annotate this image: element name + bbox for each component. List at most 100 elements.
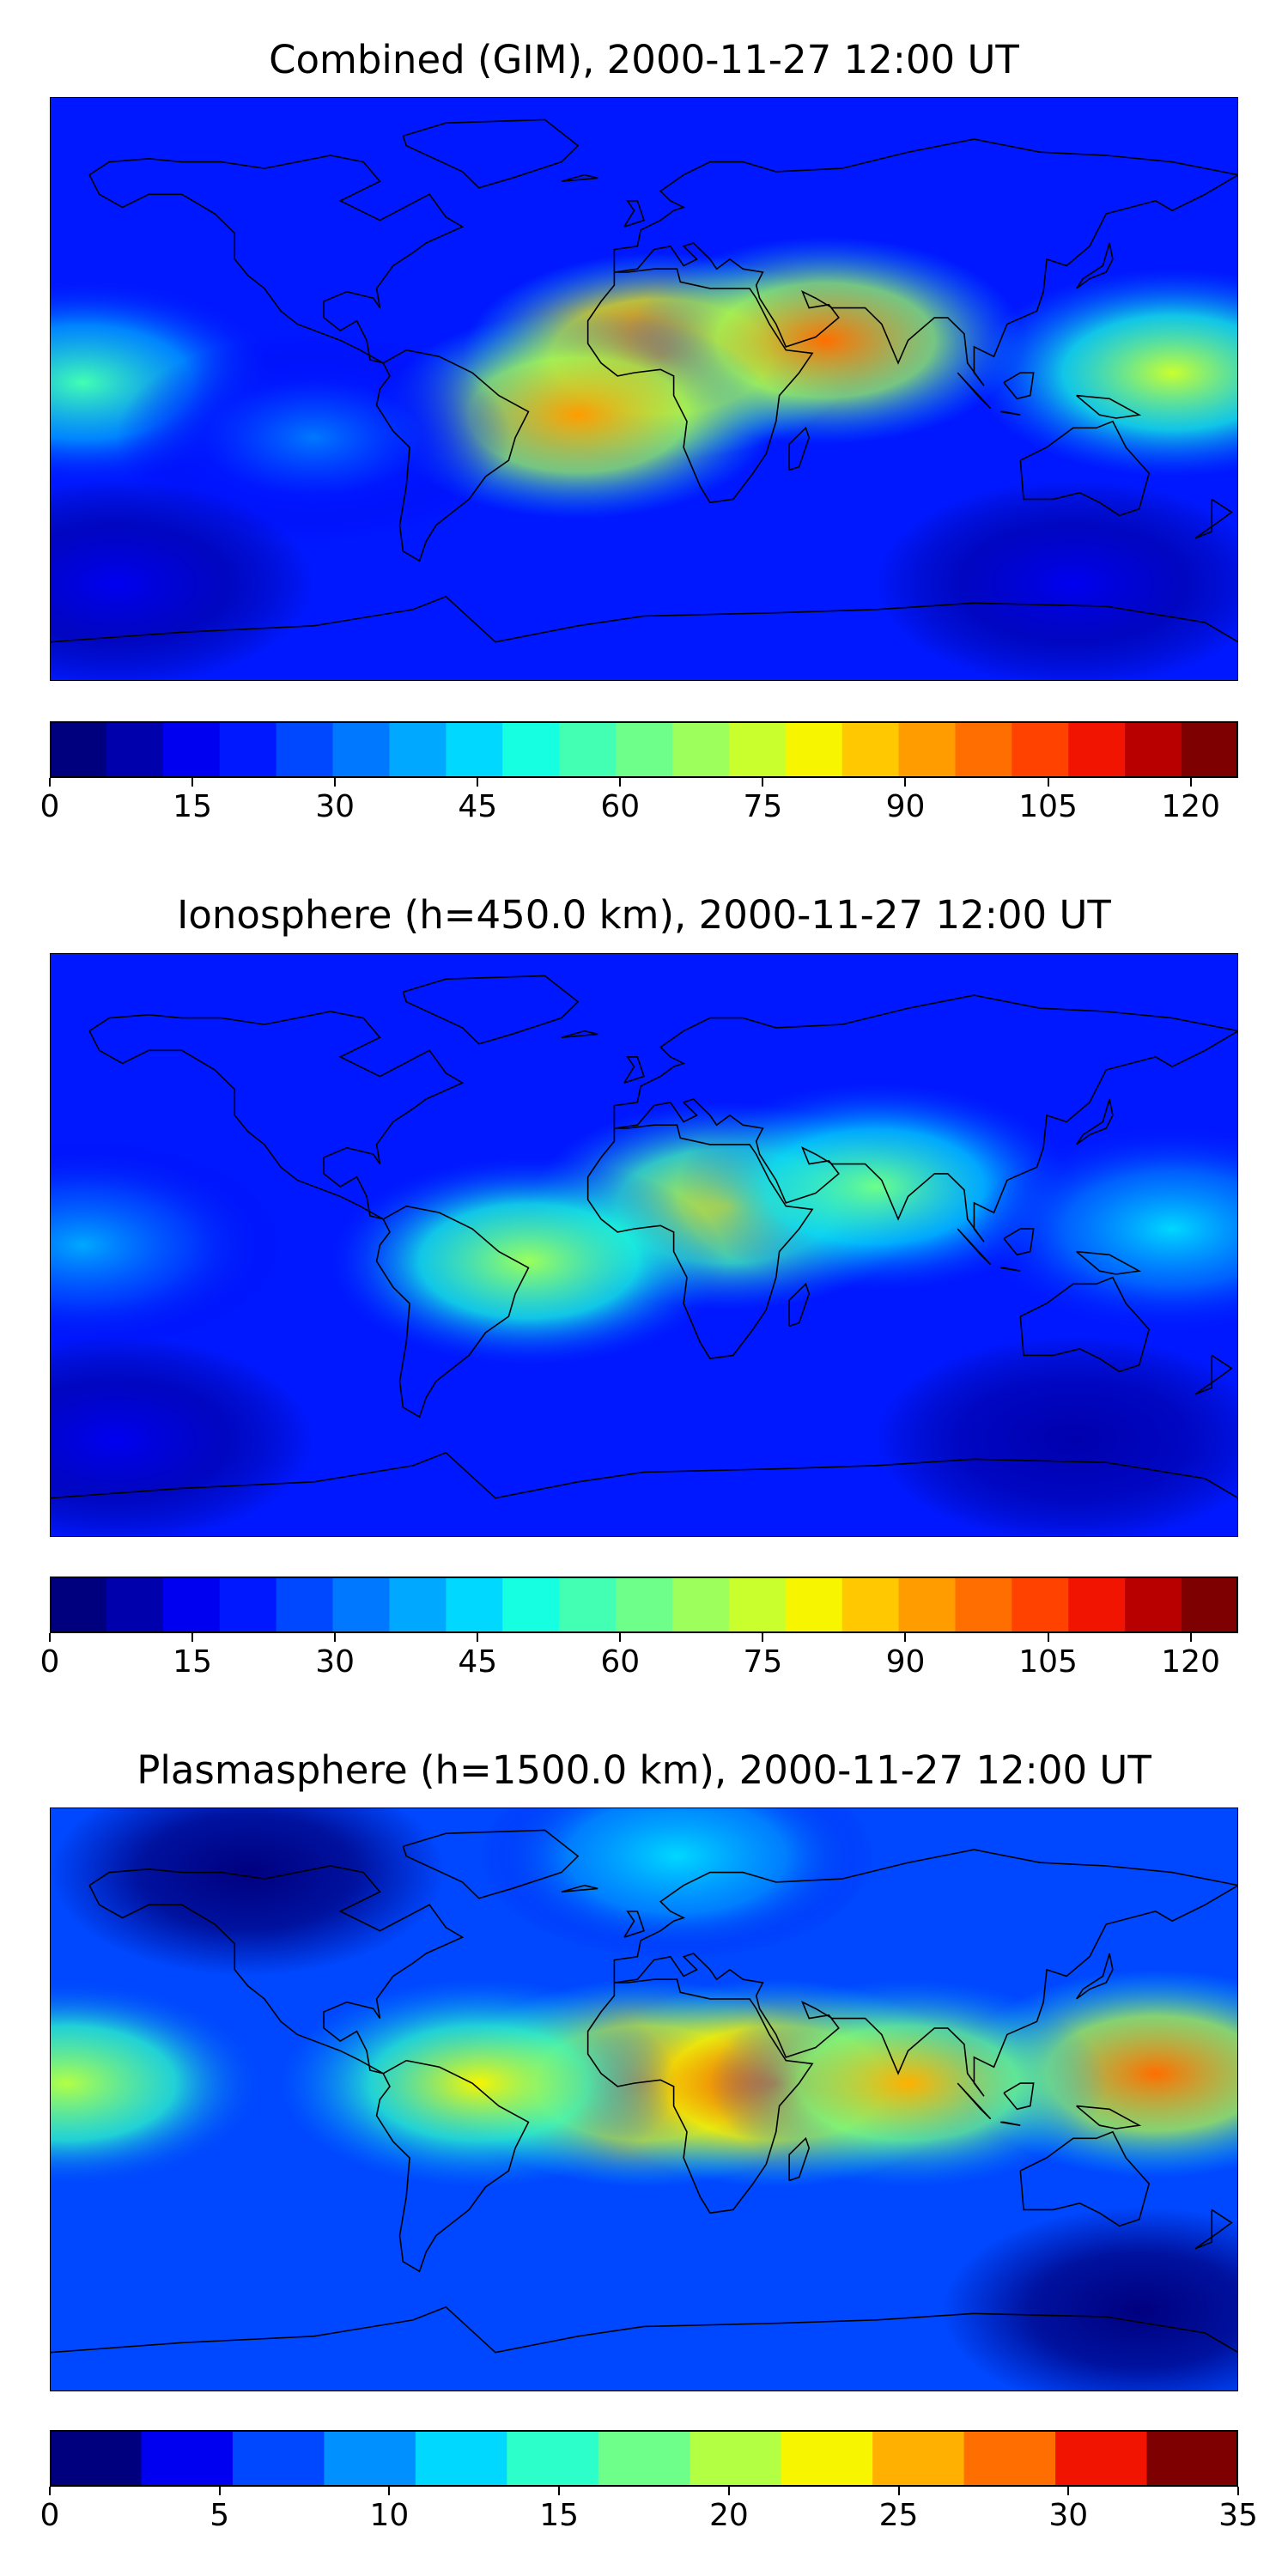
tec-feature [875,1335,1238,1537]
tec-feature [875,479,1238,681]
colorbar-tick-label: 120 [1161,789,1220,824]
colorbar-segment [955,721,1012,778]
colorbar-segment [671,721,730,778]
colorbar-tick-mark [334,1633,337,1642]
colorbar-segment [559,1577,617,1633]
tec-feature [941,2206,1238,2391]
colorbar-tick-label: 25 [878,2498,919,2533]
coastline-path [562,1886,598,1893]
coastline-path [1004,373,1034,398]
tec-feature [50,479,314,681]
tec-feature [677,1083,1073,1291]
colorbar-tick-mark [904,1633,907,1642]
colorbar-tick-mark [762,1633,764,1642]
plasmasphere-tec-map [50,1807,1238,2391]
colorbar-tick-label: 60 [600,1644,641,1680]
colorbar-segment [1012,1577,1069,1633]
coastline-path [614,1850,1238,2096]
colorbar-tick-label: 75 [743,789,783,824]
colorbar-segment [1068,1577,1126,1633]
coastline-path [957,2083,990,2119]
colorbar-segment [1182,1577,1238,1633]
coastline-path [1195,2209,1231,2248]
coastline-path [1004,2083,1034,2109]
colorbar-tick-mark [191,778,194,787]
tec-feature [974,1125,1238,1333]
colorbar-segment [598,2430,690,2487]
coastline-path [588,1125,812,1358]
colorbar-segment [690,2430,782,2487]
coastline-path [789,1284,809,1326]
colorbar-segment [616,1577,673,1633]
coastline-path [614,139,1238,386]
colorbar-segment [332,721,390,778]
colorbar-tick-mark [619,778,622,787]
colorbar-tick-mark [1189,1633,1192,1642]
colorbar-tick-mark [558,2487,561,2495]
colorbar-segment [502,1577,560,1633]
colorbar-tick-mark [388,2487,391,2495]
coastline-path [50,597,1238,642]
colorbar-segment [1055,2430,1148,2487]
colorbar-segment [106,1577,164,1633]
colorbar-segment [1125,1577,1182,1633]
colorbar-segment [502,721,560,778]
tec-feature [50,1141,282,1349]
colorbar-tick-mark [904,778,907,787]
tec-feature [478,1807,876,1960]
coastline-path [50,2307,1238,2353]
coastline-path [957,373,990,409]
ionosphere-tec-map [50,953,1238,1537]
coastline-path [89,1012,462,1219]
ionosphere-colorbar [50,1577,1238,1633]
coastline-path [403,975,578,1043]
coastline-path [1077,1953,1113,1999]
colorbar-tick-label: 35 [1218,2498,1258,2533]
coastline-path [89,1866,462,2074]
colorbar-tick-label: 105 [1018,1644,1078,1680]
colorbar-tick-label: 90 [885,1644,926,1680]
colorbar-segment [785,1577,843,1633]
tec-feature [50,1979,264,2187]
colorbar-tick-label: 10 [369,2498,410,2533]
tec-feature [281,1979,677,2187]
colorbar-tick-mark [619,1633,622,1642]
colorbar-segment [728,721,787,778]
coastline-path [1077,2106,1139,2129]
tec-feature [974,269,1238,477]
colorbar-segment [446,721,503,778]
colorbar-segment [671,1577,730,1633]
colorbar-tick-mark [1237,2487,1239,2495]
coastlines [50,1830,1238,2352]
colorbar-tick-label: 30 [315,789,355,824]
coastline-path [588,1979,812,2213]
colorbar-segment [1182,721,1238,778]
colorbar-segment [324,2430,416,2487]
colorbar-segment [898,1577,956,1633]
colorbar-segment [389,721,447,778]
coastline-path [1004,1229,1034,1255]
colorbar-tick-label: 60 [600,789,641,824]
coastline-path [377,1206,529,1418]
colorbar-tick-mark [727,2487,730,2495]
coastline-path [588,269,812,502]
colorbar-segment [841,721,900,778]
coastline-path [1077,1252,1139,1274]
colorbar-tick-label: 45 [458,789,498,824]
plasmasphere-colorbar [50,2430,1238,2487]
combined-tec-map [50,97,1238,681]
coastline-path [624,1057,644,1083]
coastlines [50,975,1238,1498]
colorbar-segment [276,721,334,778]
colorbar-tick-label: 0 [39,789,60,824]
colorbar-tick-mark [477,1633,479,1642]
coastline-path [377,350,529,562]
colorbar-tick-mark [49,2487,51,2495]
coastline-path [624,1911,644,1937]
colorbar-tick-label: 15 [539,2498,580,2533]
panel-title-plasmasphere: Plasmasphere (h=1500.0 km), 2000-11-27 1… [137,1747,1151,1793]
colorbar-segment [446,1577,503,1633]
coastline-path [1195,499,1231,538]
colorbar-border [50,721,1238,778]
coastline-path [1077,243,1113,289]
